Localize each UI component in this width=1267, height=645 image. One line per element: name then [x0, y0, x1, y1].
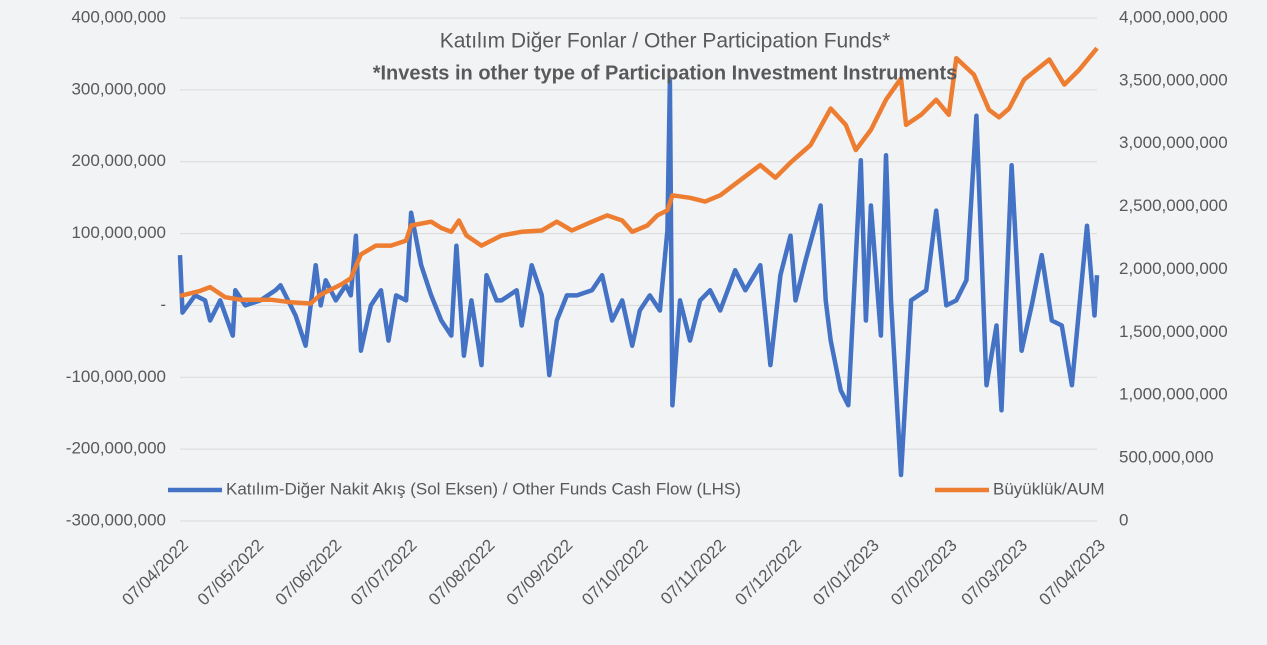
plot: [177, 46, 1100, 478]
y-tick-label: 200,000,000: [71, 151, 166, 170]
y-tick-label: -100,000,000: [66, 367, 166, 386]
data-line: [179, 46, 1099, 306]
grid: [180, 17, 1097, 522]
legend-label: Katılım-Diğer Nakit Akış (Sol Eksen) / O…: [226, 479, 741, 498]
y2-tick-label: 4,000,000,000: [1119, 7, 1228, 26]
y2-tick-label: 1,000,000,000: [1119, 385, 1228, 404]
y-tick-label: 400,000,000: [71, 7, 166, 26]
y2-tick-label: 0: [1119, 510, 1128, 529]
y2-tick-label: 3,000,000,000: [1119, 133, 1228, 152]
y-tick-label: -300,000,000: [66, 510, 166, 529]
y2-tick-label: 1,500,000,000: [1119, 322, 1228, 341]
chart-title: Katılım Diğer Fonlar / Other Participati…: [440, 30, 891, 53]
y2-tick-label: 500,000,000: [1119, 448, 1214, 467]
data-line: [177, 78, 1100, 478]
chart-subtitle: *Invests in other type of Participation …: [373, 62, 958, 84]
y2-tick-label: 3,500,000,000: [1119, 70, 1228, 89]
y-tick-label: 100,000,000: [71, 223, 166, 242]
y2-tick-label: 2,000,000,000: [1119, 259, 1228, 278]
y-tick-label: 300,000,000: [71, 79, 166, 98]
y2-tick-label: 2,500,000,000: [1119, 196, 1228, 215]
legend-label: Büyüklük/AUM: [993, 479, 1104, 498]
y-tick-label: -: [160, 295, 166, 314]
y-tick-label: -200,000,000: [66, 439, 166, 458]
